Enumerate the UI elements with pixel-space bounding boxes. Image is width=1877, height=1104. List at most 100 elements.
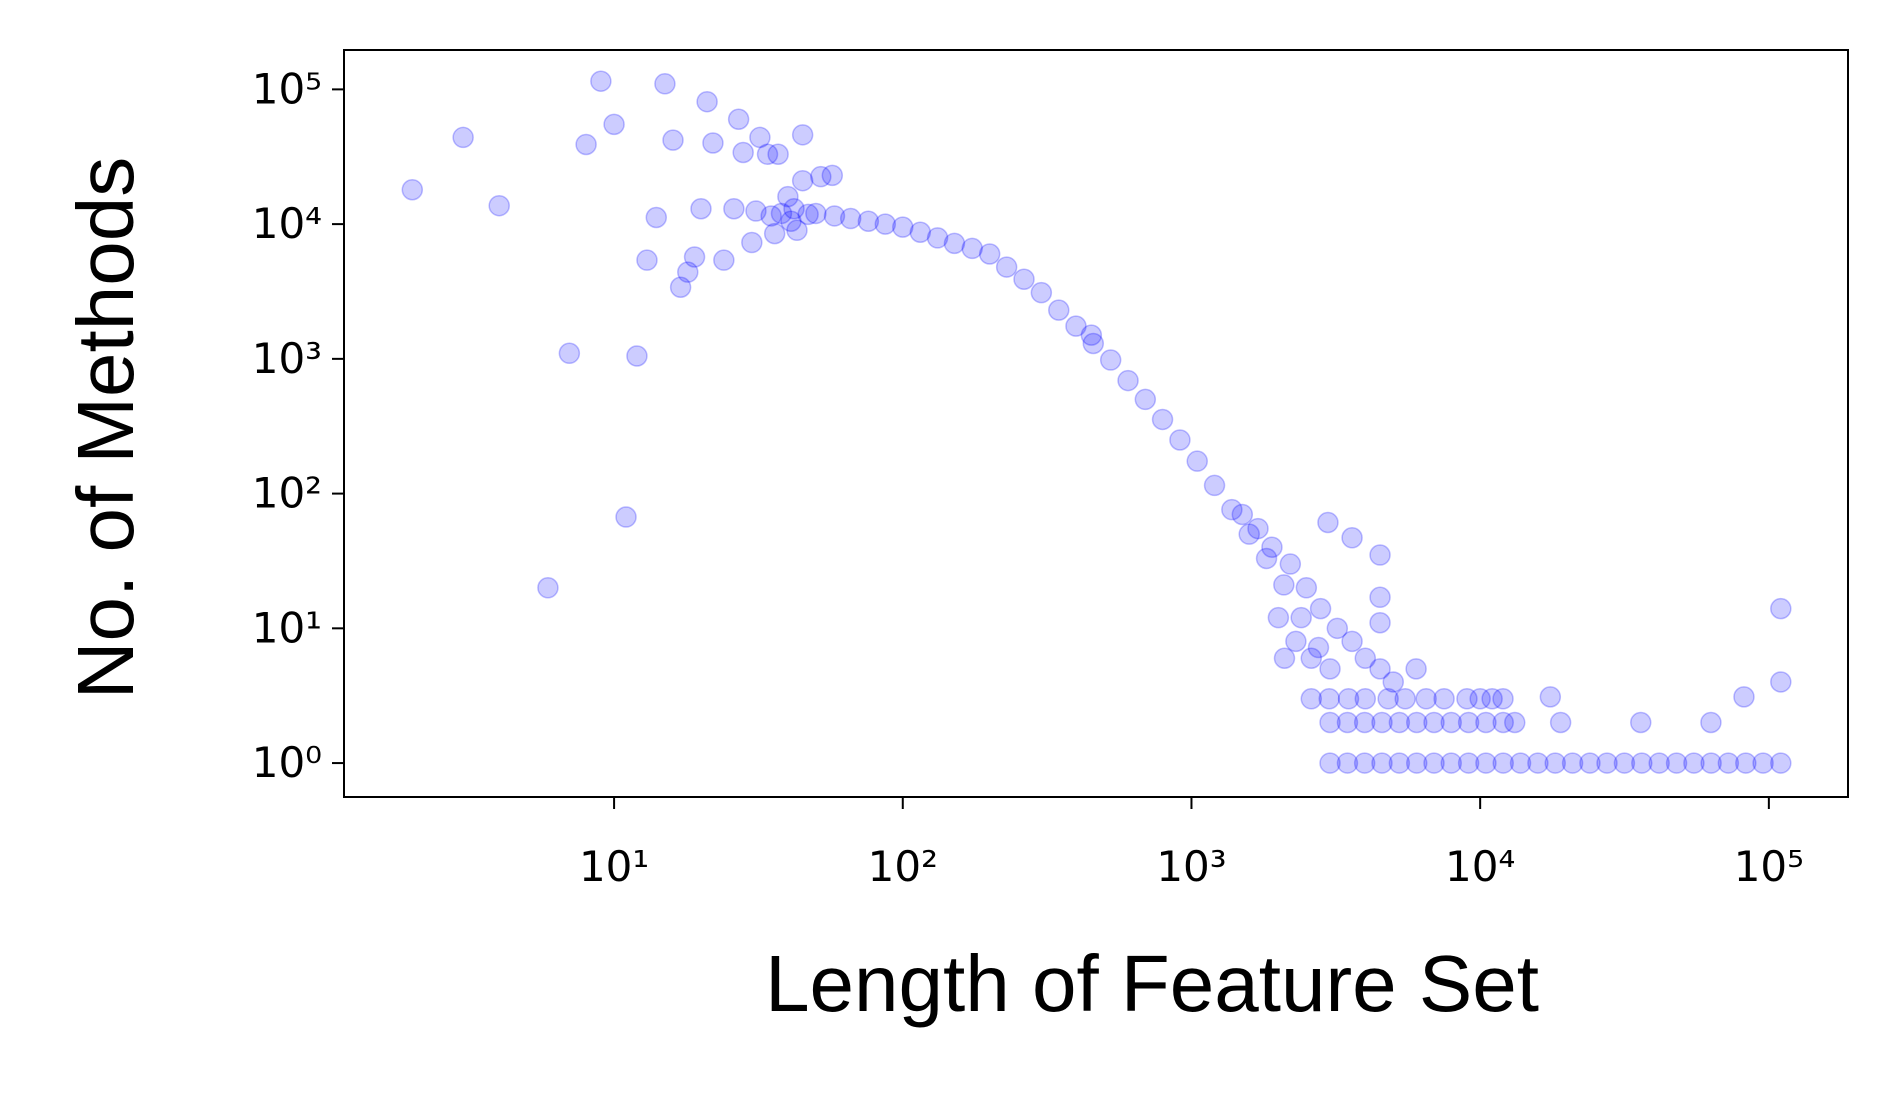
point xyxy=(1648,752,1670,774)
point xyxy=(1423,752,1445,774)
point xyxy=(1317,511,1339,534)
point xyxy=(732,141,754,164)
point xyxy=(1369,586,1391,609)
y-tick-label: 10⁴ xyxy=(252,199,322,248)
x-tick-label: 10⁵ xyxy=(1734,842,1804,891)
point xyxy=(1579,752,1601,774)
point xyxy=(1336,752,1359,774)
point xyxy=(1255,547,1278,570)
point xyxy=(1613,752,1636,774)
point xyxy=(1341,527,1363,549)
point xyxy=(810,165,832,188)
point xyxy=(1326,617,1349,640)
point xyxy=(723,198,745,220)
point xyxy=(1099,349,1122,371)
point xyxy=(654,73,676,95)
point xyxy=(1388,711,1411,734)
point xyxy=(961,237,983,260)
point xyxy=(770,202,793,225)
point xyxy=(590,70,612,92)
point xyxy=(1492,752,1514,774)
point xyxy=(1596,752,1618,774)
point xyxy=(1415,688,1437,710)
point xyxy=(1319,711,1341,734)
point xyxy=(1440,752,1462,774)
point xyxy=(1238,523,1260,545)
point xyxy=(1630,711,1652,734)
point xyxy=(1319,752,1341,774)
y-tick-label: 10⁰ xyxy=(252,738,322,787)
point xyxy=(696,90,718,113)
point xyxy=(1475,711,1497,734)
point xyxy=(767,143,789,166)
point xyxy=(1151,408,1174,431)
point xyxy=(727,108,750,131)
point xyxy=(1371,711,1393,734)
point xyxy=(1544,752,1566,774)
point xyxy=(805,202,827,225)
point xyxy=(1549,711,1572,734)
point xyxy=(1300,647,1323,669)
point xyxy=(1388,752,1411,774)
point xyxy=(1423,711,1445,734)
point xyxy=(839,207,862,230)
point xyxy=(1300,688,1323,710)
point xyxy=(1221,498,1243,521)
point xyxy=(1279,553,1302,575)
point xyxy=(662,129,684,151)
point xyxy=(1319,658,1341,680)
point xyxy=(1735,752,1757,774)
x-tick-label: 10² xyxy=(868,842,938,891)
point xyxy=(1273,647,1296,669)
point xyxy=(1561,752,1584,774)
point xyxy=(1539,686,1562,708)
point xyxy=(615,506,637,528)
point xyxy=(1134,388,1157,411)
point xyxy=(1290,606,1312,629)
point xyxy=(1337,688,1360,710)
point xyxy=(1369,544,1391,566)
point xyxy=(1469,688,1491,710)
point xyxy=(1527,752,1549,774)
y-tick-label: 10⁵ xyxy=(252,64,322,113)
point xyxy=(1261,536,1283,558)
point xyxy=(892,216,914,238)
point xyxy=(1295,577,1318,599)
point xyxy=(1267,606,1290,629)
x-tick-label: 10⁴ xyxy=(1445,842,1515,891)
point xyxy=(756,143,779,166)
x-tick-label: 10¹ xyxy=(579,842,649,891)
point xyxy=(995,256,1018,278)
point xyxy=(452,126,474,149)
point xyxy=(1770,671,1792,693)
point xyxy=(1117,369,1139,392)
point xyxy=(1457,711,1480,734)
point xyxy=(1665,752,1688,774)
point xyxy=(797,203,819,226)
point xyxy=(575,133,597,156)
point xyxy=(603,113,625,136)
point xyxy=(1247,517,1269,540)
point xyxy=(760,205,782,227)
point xyxy=(1683,752,1705,774)
point xyxy=(1371,752,1393,774)
point xyxy=(1309,597,1332,620)
point xyxy=(1377,688,1399,710)
point xyxy=(1752,752,1774,774)
point xyxy=(791,169,814,192)
y-axis-label: No. of Methods xyxy=(61,157,150,700)
point xyxy=(1307,636,1330,659)
point xyxy=(783,198,805,220)
point xyxy=(401,178,424,201)
point xyxy=(791,124,814,146)
point xyxy=(1353,752,1376,774)
point xyxy=(1631,752,1653,774)
point xyxy=(749,126,771,149)
point xyxy=(874,213,897,235)
point xyxy=(1169,429,1191,451)
point xyxy=(745,200,767,222)
point xyxy=(1203,474,1226,497)
plot-frame xyxy=(343,49,1849,798)
point xyxy=(1080,324,1103,346)
